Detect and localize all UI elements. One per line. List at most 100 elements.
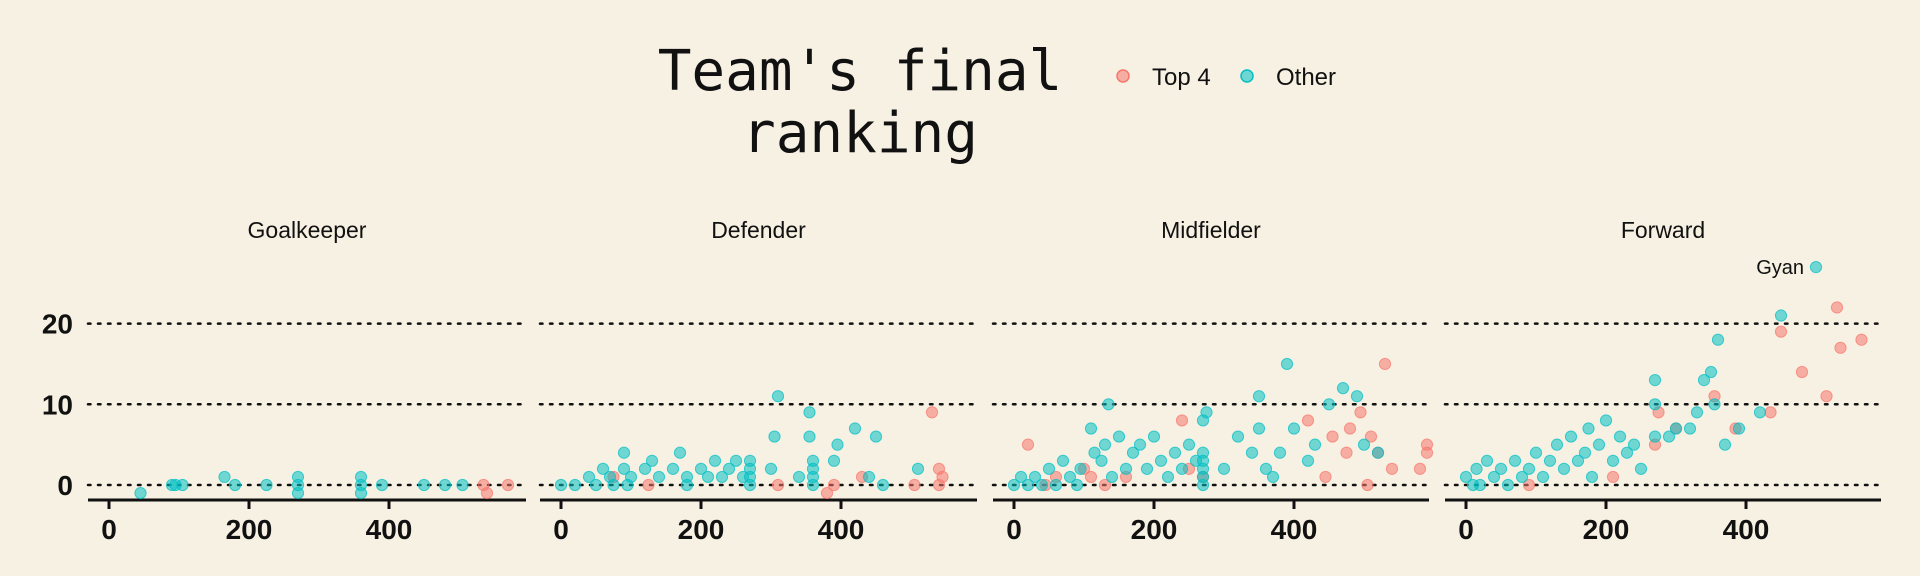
data-point-other — [1154, 454, 1168, 467]
data-point-top-4 — [771, 478, 785, 492]
data-point-other — [694, 462, 708, 475]
data-point-top-4 — [1301, 414, 1315, 427]
data-point-top-4 — [1326, 430, 1339, 443]
data-point-other — [1175, 462, 1189, 475]
data-point-top-4 — [1340, 446, 1353, 459]
data-point-other — [1708, 398, 1721, 411]
data-point-other — [1508, 454, 1522, 467]
data-point-other — [1522, 462, 1536, 475]
data-point-other — [1599, 414, 1613, 427]
data-point-top-4 — [1774, 325, 1788, 338]
data-point-other — [1056, 454, 1070, 467]
data-point-other — [291, 470, 305, 484]
data-point-other — [1196, 454, 1210, 467]
data-point-other — [715, 470, 729, 484]
data-point-top-4 — [1354, 406, 1367, 419]
data-point-other — [1088, 446, 1101, 459]
data-point-other — [876, 478, 890, 492]
data-point-top-4 — [1385, 462, 1399, 475]
data-point-other — [417, 478, 431, 492]
data-point-top-4 — [1606, 470, 1620, 484]
data-point-top-4 — [1820, 390, 1833, 403]
data-point-other — [645, 454, 659, 467]
data-point-top-4 — [1098, 478, 1112, 492]
data-point-other — [1161, 470, 1175, 484]
data-point-other — [1259, 462, 1273, 475]
data-point-other — [1536, 470, 1550, 484]
data-point-other — [1585, 470, 1599, 484]
data-point-top-4 — [925, 406, 939, 419]
data-point-other — [862, 470, 876, 484]
data-point-top-4 — [1319, 470, 1332, 484]
legend-marker-other — [1240, 69, 1254, 83]
y-tick-label: 10 — [42, 389, 73, 420]
panel-title-forward: Forward — [1621, 217, 1705, 243]
data-point-other — [134, 486, 147, 500]
legend-label-top-4: Top 4 — [1152, 64, 1211, 91]
data-point-other — [1102, 398, 1115, 411]
data-point-other — [291, 486, 305, 500]
data-point-other — [1231, 430, 1245, 443]
data-point-top-4 — [1413, 462, 1427, 475]
data-point-other — [1357, 438, 1371, 451]
data-point-top-4 — [480, 486, 494, 500]
data-point-other — [768, 430, 781, 443]
data-point-other — [582, 470, 596, 484]
data-point-other — [831, 438, 844, 451]
data-point-other — [1690, 406, 1704, 419]
data-point-other — [354, 486, 368, 500]
data-point-other — [1182, 438, 1196, 451]
data-point-other — [1126, 446, 1140, 459]
data-point-other — [1718, 438, 1732, 451]
data-point-other — [1252, 390, 1266, 403]
data-point-other — [1669, 422, 1683, 435]
data-point-other — [1753, 406, 1767, 419]
data-point-other — [827, 454, 841, 467]
data-point-other — [1704, 365, 1718, 379]
data-point-other — [1487, 470, 1501, 484]
data-point-other — [708, 454, 722, 467]
data-point-other — [1105, 470, 1119, 484]
data-point-other — [1322, 398, 1336, 411]
data-point-top-4 — [1522, 478, 1536, 492]
data-point-top-4 — [1378, 357, 1392, 371]
data-point-other — [1606, 454, 1620, 467]
panel-title-midfielder: Midfielder — [1161, 217, 1261, 243]
x-tick-label: 400 — [818, 514, 865, 545]
data-point-top-4 — [1795, 365, 1809, 379]
data-point-other — [1200, 406, 1213, 419]
data-point-other — [589, 478, 603, 492]
data-point-other — [568, 478, 582, 492]
data-point-other — [1007, 478, 1021, 492]
data-point-other — [680, 478, 694, 492]
data-point-other — [260, 478, 273, 492]
x-tick-label: 200 — [1131, 514, 1178, 545]
annotation-label: Gyan — [1756, 257, 1804, 279]
data-point-other — [617, 462, 631, 475]
data-point-other — [1168, 446, 1182, 459]
data-point-other — [1140, 462, 1154, 475]
data-point-other — [743, 454, 757, 467]
chart-title: Team's final ranking — [658, 39, 1063, 166]
data-point-top-4 — [1834, 341, 1847, 354]
data-point-other — [1042, 462, 1056, 475]
data-point-other — [1683, 422, 1697, 435]
x-tick-label: 0 — [1458, 514, 1474, 545]
data-point-top-4 — [932, 478, 946, 492]
data-point-other — [1070, 478, 1084, 492]
data-point-other — [1627, 438, 1641, 451]
data-point-top-4 — [1364, 430, 1378, 443]
legend-marker-top-4 — [1116, 69, 1130, 83]
data-point-other — [1648, 398, 1662, 411]
data-point-top-4 — [1084, 470, 1098, 484]
data-point-other — [1217, 462, 1231, 475]
data-point-other — [1095, 454, 1108, 467]
data-point-other — [1473, 478, 1487, 492]
x-tick-label: 400 — [1271, 514, 1318, 545]
chart-title-line: ranking — [742, 101, 978, 166]
data-point-other — [375, 478, 389, 492]
data-point-other — [673, 446, 687, 459]
data-point-other — [617, 446, 631, 459]
data-point-other — [722, 462, 736, 475]
